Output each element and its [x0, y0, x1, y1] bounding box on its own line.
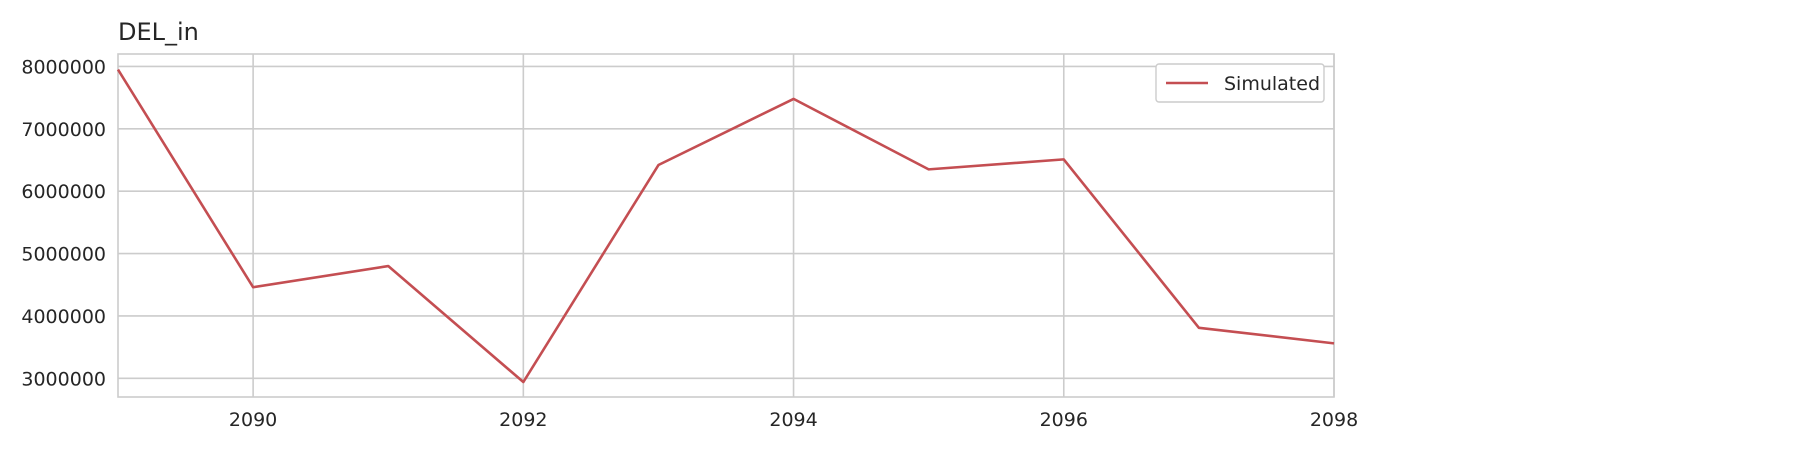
x-tick-label: 2094	[769, 409, 817, 431]
y-tick-label: 8000000	[21, 56, 106, 78]
legend-label: Simulated	[1224, 73, 1320, 95]
chart-title: DEL_in	[118, 18, 199, 46]
y-tick-label: 3000000	[21, 368, 106, 390]
y-tick-label: 4000000	[21, 306, 106, 328]
series	[116, 68, 1335, 384]
legend: Simulated	[1155, 63, 1325, 103]
grid	[118, 54, 1335, 397]
series-line	[116, 68, 1335, 384]
axes: 3000000 4000000 5000000 6000000 7000000 80000…	[21, 53, 1358, 431]
y-tick-label: 7000000	[21, 119, 106, 141]
x-tick-label: 2090	[229, 409, 277, 431]
x-tick-label: 2096	[1040, 409, 1088, 431]
x-tick-label: 2092	[499, 409, 547, 431]
plot-frame	[117, 53, 1335, 398]
legend-box	[1155, 63, 1325, 103]
y-tick-label: 6000000	[21, 181, 106, 203]
y-tick-label: 5000000	[21, 244, 106, 266]
x-tick-label: 2098	[1310, 409, 1358, 431]
